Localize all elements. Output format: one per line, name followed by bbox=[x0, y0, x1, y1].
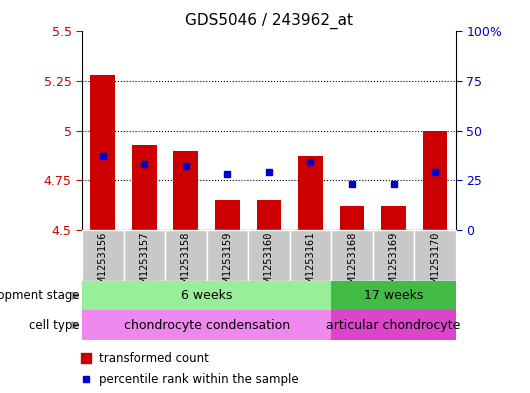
Text: GSM1253156: GSM1253156 bbox=[98, 231, 108, 294]
Bar bbox=[257, 200, 281, 230]
Bar bbox=[173, 151, 198, 230]
Bar bbox=[373, 230, 414, 281]
Bar bbox=[331, 230, 373, 281]
Bar bbox=[123, 230, 165, 281]
Text: transformed count: transformed count bbox=[99, 351, 209, 365]
Bar bbox=[414, 230, 456, 281]
Text: GSM1253168: GSM1253168 bbox=[347, 231, 357, 294]
Title: GDS5046 / 243962_at: GDS5046 / 243962_at bbox=[185, 13, 353, 29]
Bar bbox=[82, 230, 123, 281]
Bar bbox=[381, 206, 406, 230]
Text: 17 weeks: 17 weeks bbox=[364, 289, 423, 302]
Text: articular chondrocyte: articular chondrocyte bbox=[326, 319, 461, 332]
Text: GSM1253170: GSM1253170 bbox=[430, 231, 440, 294]
Bar bbox=[340, 206, 365, 230]
Bar bbox=[207, 230, 248, 281]
Bar bbox=[215, 200, 240, 230]
Bar bbox=[331, 281, 456, 310]
Bar bbox=[165, 230, 207, 281]
Bar bbox=[298, 156, 323, 230]
Bar bbox=[132, 145, 157, 230]
Text: 6 weeks: 6 weeks bbox=[181, 289, 232, 302]
Bar bbox=[248, 230, 290, 281]
Text: cell type: cell type bbox=[29, 319, 80, 332]
Text: GSM1253159: GSM1253159 bbox=[223, 231, 233, 294]
Text: chondrocyte condensation: chondrocyte condensation bbox=[123, 319, 290, 332]
Text: GSM1253160: GSM1253160 bbox=[264, 231, 274, 294]
Bar bbox=[82, 310, 331, 340]
Bar bbox=[331, 310, 456, 340]
Text: percentile rank within the sample: percentile rank within the sample bbox=[99, 373, 298, 386]
Text: GSM1253169: GSM1253169 bbox=[388, 231, 399, 294]
Bar bbox=[422, 130, 447, 230]
Bar bbox=[91, 75, 116, 230]
Text: GSM1253161: GSM1253161 bbox=[305, 231, 315, 294]
Bar bbox=[82, 281, 331, 310]
Text: GSM1253158: GSM1253158 bbox=[181, 231, 191, 294]
Text: GSM1253157: GSM1253157 bbox=[139, 231, 149, 294]
Bar bbox=[290, 230, 331, 281]
Text: development stage: development stage bbox=[0, 289, 80, 302]
